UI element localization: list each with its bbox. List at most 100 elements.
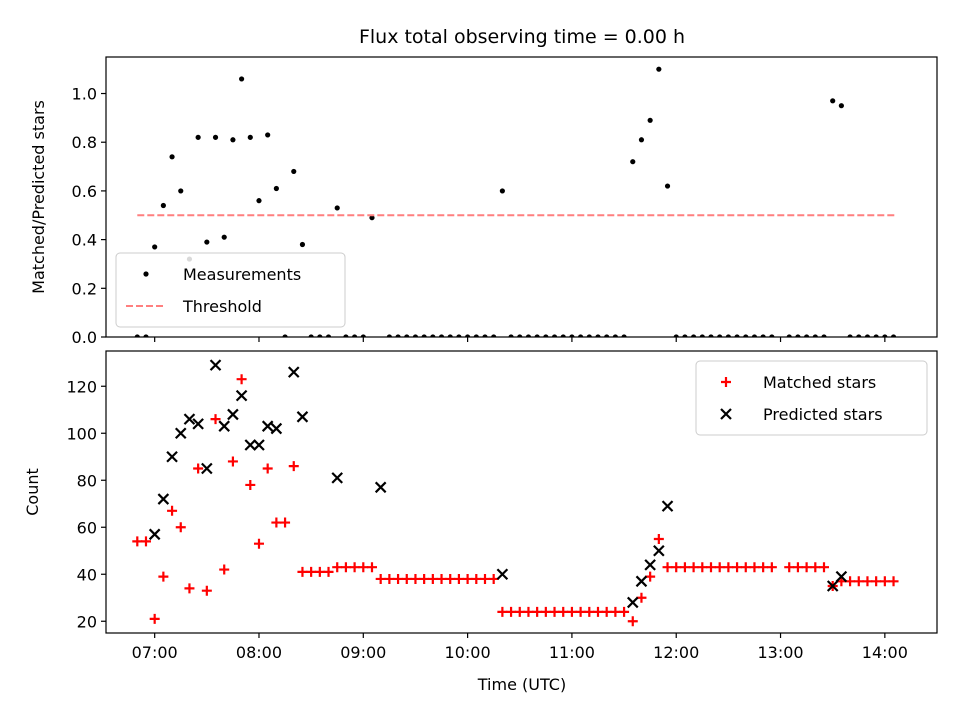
y-tick-label: 80 [77,471,97,490]
series-1 [148,359,848,609]
data-point [473,334,479,337]
data-point [166,450,178,463]
y-tick-label: 0.4 [72,231,97,250]
data-point [543,334,549,337]
data-point [149,613,160,624]
data-point [218,420,230,432]
legend-label: Threshold [182,297,262,316]
data-point [393,573,404,584]
data-point [395,334,401,337]
data-point [549,606,560,617]
data-point [244,439,257,451]
data-point [369,215,375,221]
top-panel-axes: 0.0 0.2 0.4 0.6 0.8 1.0 [72,56,938,347]
data-point [723,562,734,573]
data-point [499,188,505,194]
data-point [786,334,792,337]
data-point [847,334,853,337]
data-point [184,583,195,594]
bottom-panel-series [132,359,899,627]
data-point [688,562,699,573]
data-point [210,414,221,425]
data-point [882,334,888,337]
data-point [462,573,473,584]
data-point [653,534,664,544]
data-point [491,334,497,337]
data-point [401,573,412,584]
data-point [682,334,688,337]
data-point [853,576,864,587]
x-tick-label: 11:00 [549,643,595,662]
data-point [645,571,656,582]
data-point [830,98,836,104]
data-point [856,334,862,337]
data-point [740,562,751,573]
data-point [697,562,708,573]
data-point [864,334,871,337]
data-point [195,134,201,140]
data-point [635,575,648,588]
top-panel-legend: Measurements Threshold [115,252,346,328]
data-point [288,461,299,472]
data-point [514,606,525,617]
data-point [717,334,723,337]
x-tick-label: 08:00 [236,643,282,662]
data-point [626,596,639,609]
legend-box [115,252,346,328]
data-point [178,188,184,194]
data-point [766,562,777,573]
legend-entry: Matched stars [721,373,876,392]
data-point [148,528,161,541]
data-point [760,334,766,337]
data-point [427,573,438,584]
data-point [143,334,149,337]
data-point [219,564,230,575]
legend-box [695,360,928,436]
legend-entry: Measurements [143,265,301,284]
x-tick-label: 07:00 [132,643,178,662]
data-point [419,573,430,584]
data-point [525,334,532,337]
data-point [201,585,212,596]
data-point [804,334,810,337]
data-point [743,334,749,337]
data-point [627,616,638,627]
data-point [699,334,705,337]
data-point [306,566,317,577]
x-tick-label: 13:00 [757,643,803,662]
data-point [212,134,219,140]
data-point [436,573,447,584]
legend-marker [143,271,149,277]
chart-title: Flux total observing time = 0.00 h [359,26,685,48]
data-point [297,566,308,577]
data-point [471,573,482,584]
data-point [838,103,844,109]
data-point [661,500,674,512]
data-point [871,576,882,587]
data-point [340,562,351,573]
data-point [506,606,517,617]
axes-frame [105,56,938,338]
data-point [331,472,343,484]
data-point [560,334,566,337]
data-point [508,334,514,337]
bottom-panel-axes: 07:00 08:00 09:00 10:00 11:00 12:00 13:00 14:00… [66,350,938,662]
data-point [636,592,647,603]
bottom-panel-ylabel: Count [23,468,42,516]
data-point [253,439,265,451]
y-tick-label: 20 [77,612,97,631]
data-point [386,334,392,337]
data-point [630,159,636,165]
data-point [447,334,453,337]
data-point [647,117,653,123]
y-tick-label: 0.0 [72,328,97,347]
data-point [192,418,204,430]
data-point [751,334,758,337]
data-point [384,573,395,584]
data-point [664,183,671,189]
data-point [230,137,236,143]
data-point [253,538,264,549]
legend-label: Matched stars [763,373,876,392]
data-point [879,576,890,587]
data-point [157,493,170,505]
